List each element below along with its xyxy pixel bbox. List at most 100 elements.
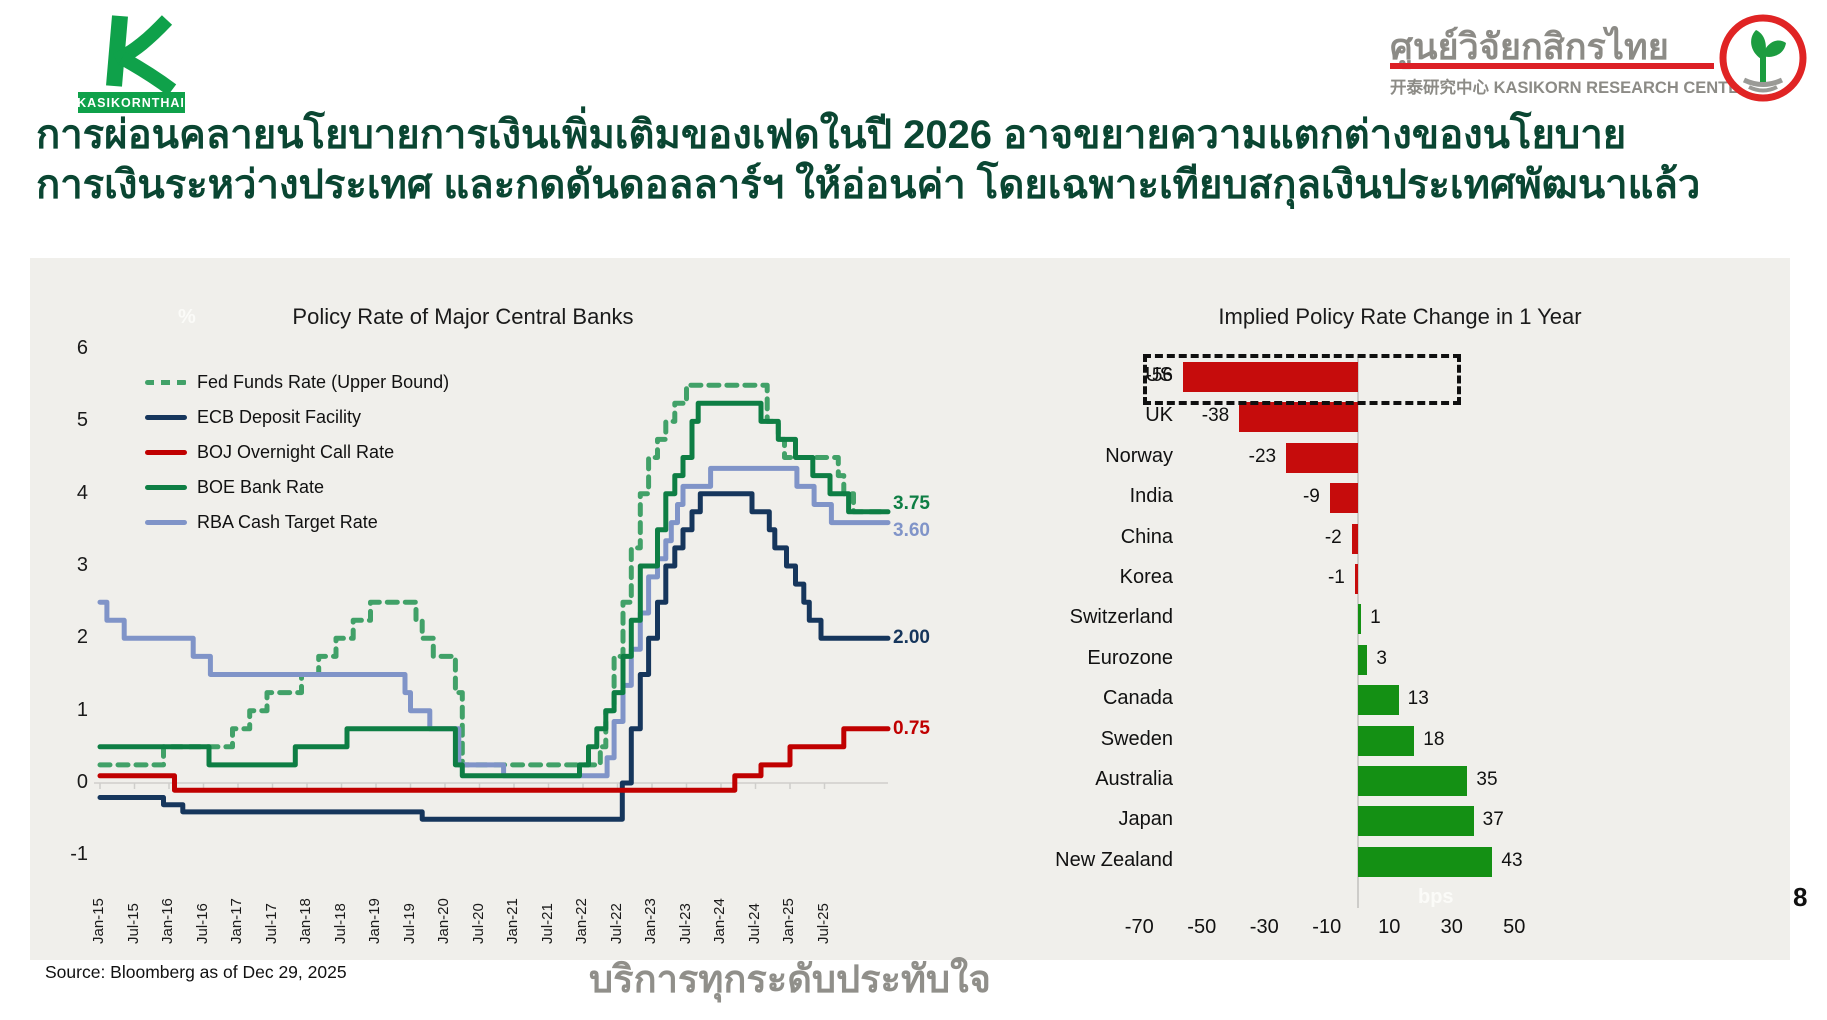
bar-value: -56 xyxy=(1145,365,1173,386)
bar-category-label: India xyxy=(1129,485,1173,508)
x-tick-label: Jan-22 xyxy=(573,898,590,944)
bar-value: 3 xyxy=(1376,647,1387,669)
series-line-1 xyxy=(97,491,891,822)
slide-title-line1: การผ่อนคลายนโยบายการเงินเพิ่มเติมของเฟดใ… xyxy=(36,113,1627,157)
legend-swatch xyxy=(145,379,187,385)
y-tick-label: 2 xyxy=(76,626,88,649)
bar-value: -2 xyxy=(1324,526,1342,548)
legend-swatch xyxy=(145,449,187,455)
bar-value: -1 xyxy=(1327,567,1345,588)
source-note: Source: Bloomberg as of Dec 29, 2025 xyxy=(45,962,347,982)
kasikorn-sprout-icon xyxy=(1719,14,1807,102)
x-tick-label: Jul-21 xyxy=(538,903,556,944)
bar-category-label: Japan xyxy=(1118,808,1174,831)
x-tick-label: Jan-19 xyxy=(366,898,383,944)
x-tick-label: Jul-25 xyxy=(814,903,832,944)
x-tick-label: Jul-18 xyxy=(331,903,349,944)
x-axis-tick-label: 10 xyxy=(1378,916,1401,938)
y-tick-label: -1 xyxy=(70,843,88,866)
left-chart-title: Policy Rate of Major Central Banks xyxy=(292,304,634,329)
left-chart-unit-label: % xyxy=(178,306,196,328)
bar-category-label: UK xyxy=(1145,404,1173,427)
bar xyxy=(1354,564,1358,594)
bar-value: 43 xyxy=(1501,849,1523,871)
series-end-value: 0.75 xyxy=(893,717,930,739)
bar xyxy=(1358,604,1362,635)
x-tick-label: Jul-16 xyxy=(193,903,211,944)
bar-category-label: China xyxy=(1120,525,1173,548)
legend-swatch xyxy=(145,519,187,525)
series-end-value: 2.00 xyxy=(893,627,930,649)
bar-category-label: Switzerland xyxy=(1069,606,1173,629)
x-tick-label: Jan-25 xyxy=(780,898,797,944)
red-underline xyxy=(1390,63,1714,69)
bar-value: 18 xyxy=(1423,728,1445,750)
x-tick-label: Jan-15 xyxy=(90,898,107,944)
series-line-3 xyxy=(97,400,891,779)
y-tick-label: 4 xyxy=(76,481,88,504)
bar xyxy=(1358,846,1493,877)
policy-rate-line-chart xyxy=(94,382,891,822)
legend-item: Fed Funds Rate (Upper Bound) xyxy=(145,371,449,393)
x-axis-tick-label: -70 xyxy=(1124,916,1154,938)
bar xyxy=(1358,644,1368,675)
bar-category-label: Sweden xyxy=(1100,727,1173,750)
bar xyxy=(1358,766,1468,796)
bar-value: 37 xyxy=(1482,809,1504,831)
x-tick-label: Jan-16 xyxy=(159,898,176,944)
charts-panel: Policy Rate of Major Central Banks % 6 5 4… xyxy=(30,258,1790,960)
legend-label: BOJ Overnight Call Rate xyxy=(197,441,395,462)
y-tick-label: 3 xyxy=(76,554,88,576)
x-axis-tick-label: -10 xyxy=(1312,916,1342,938)
right-chart-unit-label: bps xyxy=(1418,886,1454,908)
bar xyxy=(1358,806,1474,837)
x-tick-label: Jan-21 xyxy=(504,898,521,944)
bar-category-label: Eurozone xyxy=(1087,646,1173,669)
legend-label: ECB Deposit Facility xyxy=(197,406,362,427)
bar-category-label: Australia xyxy=(1095,768,1173,790)
series-line-2 xyxy=(97,726,891,793)
slide-title-line2: การเงินระหว่างประเทศ และกดดันดอลลาร์ฯ ให… xyxy=(36,163,1701,207)
legend-label: BOE Bank Rate xyxy=(197,476,325,497)
x-tick-label: Jul-23 xyxy=(676,903,694,944)
legend-item: BOJ Overnight Call Rate xyxy=(145,441,394,463)
bar xyxy=(1358,725,1415,756)
bar-value: 1 xyxy=(1370,607,1381,629)
x-tick-label: Jul-22 xyxy=(607,903,625,944)
legend-swatch xyxy=(145,484,187,490)
x-tick-label: Jul-17 xyxy=(262,903,280,944)
svg-text:KASIKORNTHAI: KASIKORNTHAI xyxy=(77,96,185,110)
x-tick-label: Jan-23 xyxy=(642,898,659,944)
slogan: บริการทุกระดับประทับใจ xyxy=(589,959,991,1001)
bar-category-label: New Zealand xyxy=(1055,848,1173,871)
x-tick-label: Jul-19 xyxy=(400,903,418,944)
legend-label: RBA Cash Target Rate xyxy=(197,511,378,532)
series-end-value: 3.60 xyxy=(893,519,930,541)
legend-item: RBA Cash Target Rate xyxy=(145,511,378,533)
bar-category-label: Canada xyxy=(1102,687,1173,710)
x-axis-tick-label: -50 xyxy=(1187,916,1217,938)
legend-label: Fed Funds Rate (Upper Bound) xyxy=(197,371,450,392)
bar xyxy=(1183,362,1358,392)
x-axis-tick-label: 30 xyxy=(1440,916,1463,938)
x-tick-label: Jan-18 xyxy=(297,898,314,944)
bar-category-label: Norway xyxy=(1105,444,1173,467)
right-chart-title: Implied Policy Rate Change in 1 Year xyxy=(1218,304,1582,329)
research-center-thai-name: ศูนย์วิจัยกสิกรไทย xyxy=(1390,26,1669,67)
x-tick-label: Jul-20 xyxy=(469,903,487,944)
bar xyxy=(1286,442,1358,473)
x-axis-tick-label: -30 xyxy=(1249,916,1279,938)
bar xyxy=(1358,685,1399,716)
legend-item: ECB Deposit Facility xyxy=(145,406,361,428)
x-tick-label: Jul-15 xyxy=(124,903,142,944)
kasikornthai-logo: KASIKORNTHAI xyxy=(77,15,185,113)
x-tick-label: Jul-24 xyxy=(745,903,763,944)
y-tick-label: 5 xyxy=(76,409,88,432)
series-line-4 xyxy=(97,465,891,779)
bar-value: -38 xyxy=(1201,405,1230,427)
x-axis-tick-label: 50 xyxy=(1503,916,1526,938)
bar-category-label: US xyxy=(1145,364,1173,386)
legend-item: BOE Bank Rate xyxy=(145,476,324,498)
bar-value: 13 xyxy=(1407,688,1429,710)
